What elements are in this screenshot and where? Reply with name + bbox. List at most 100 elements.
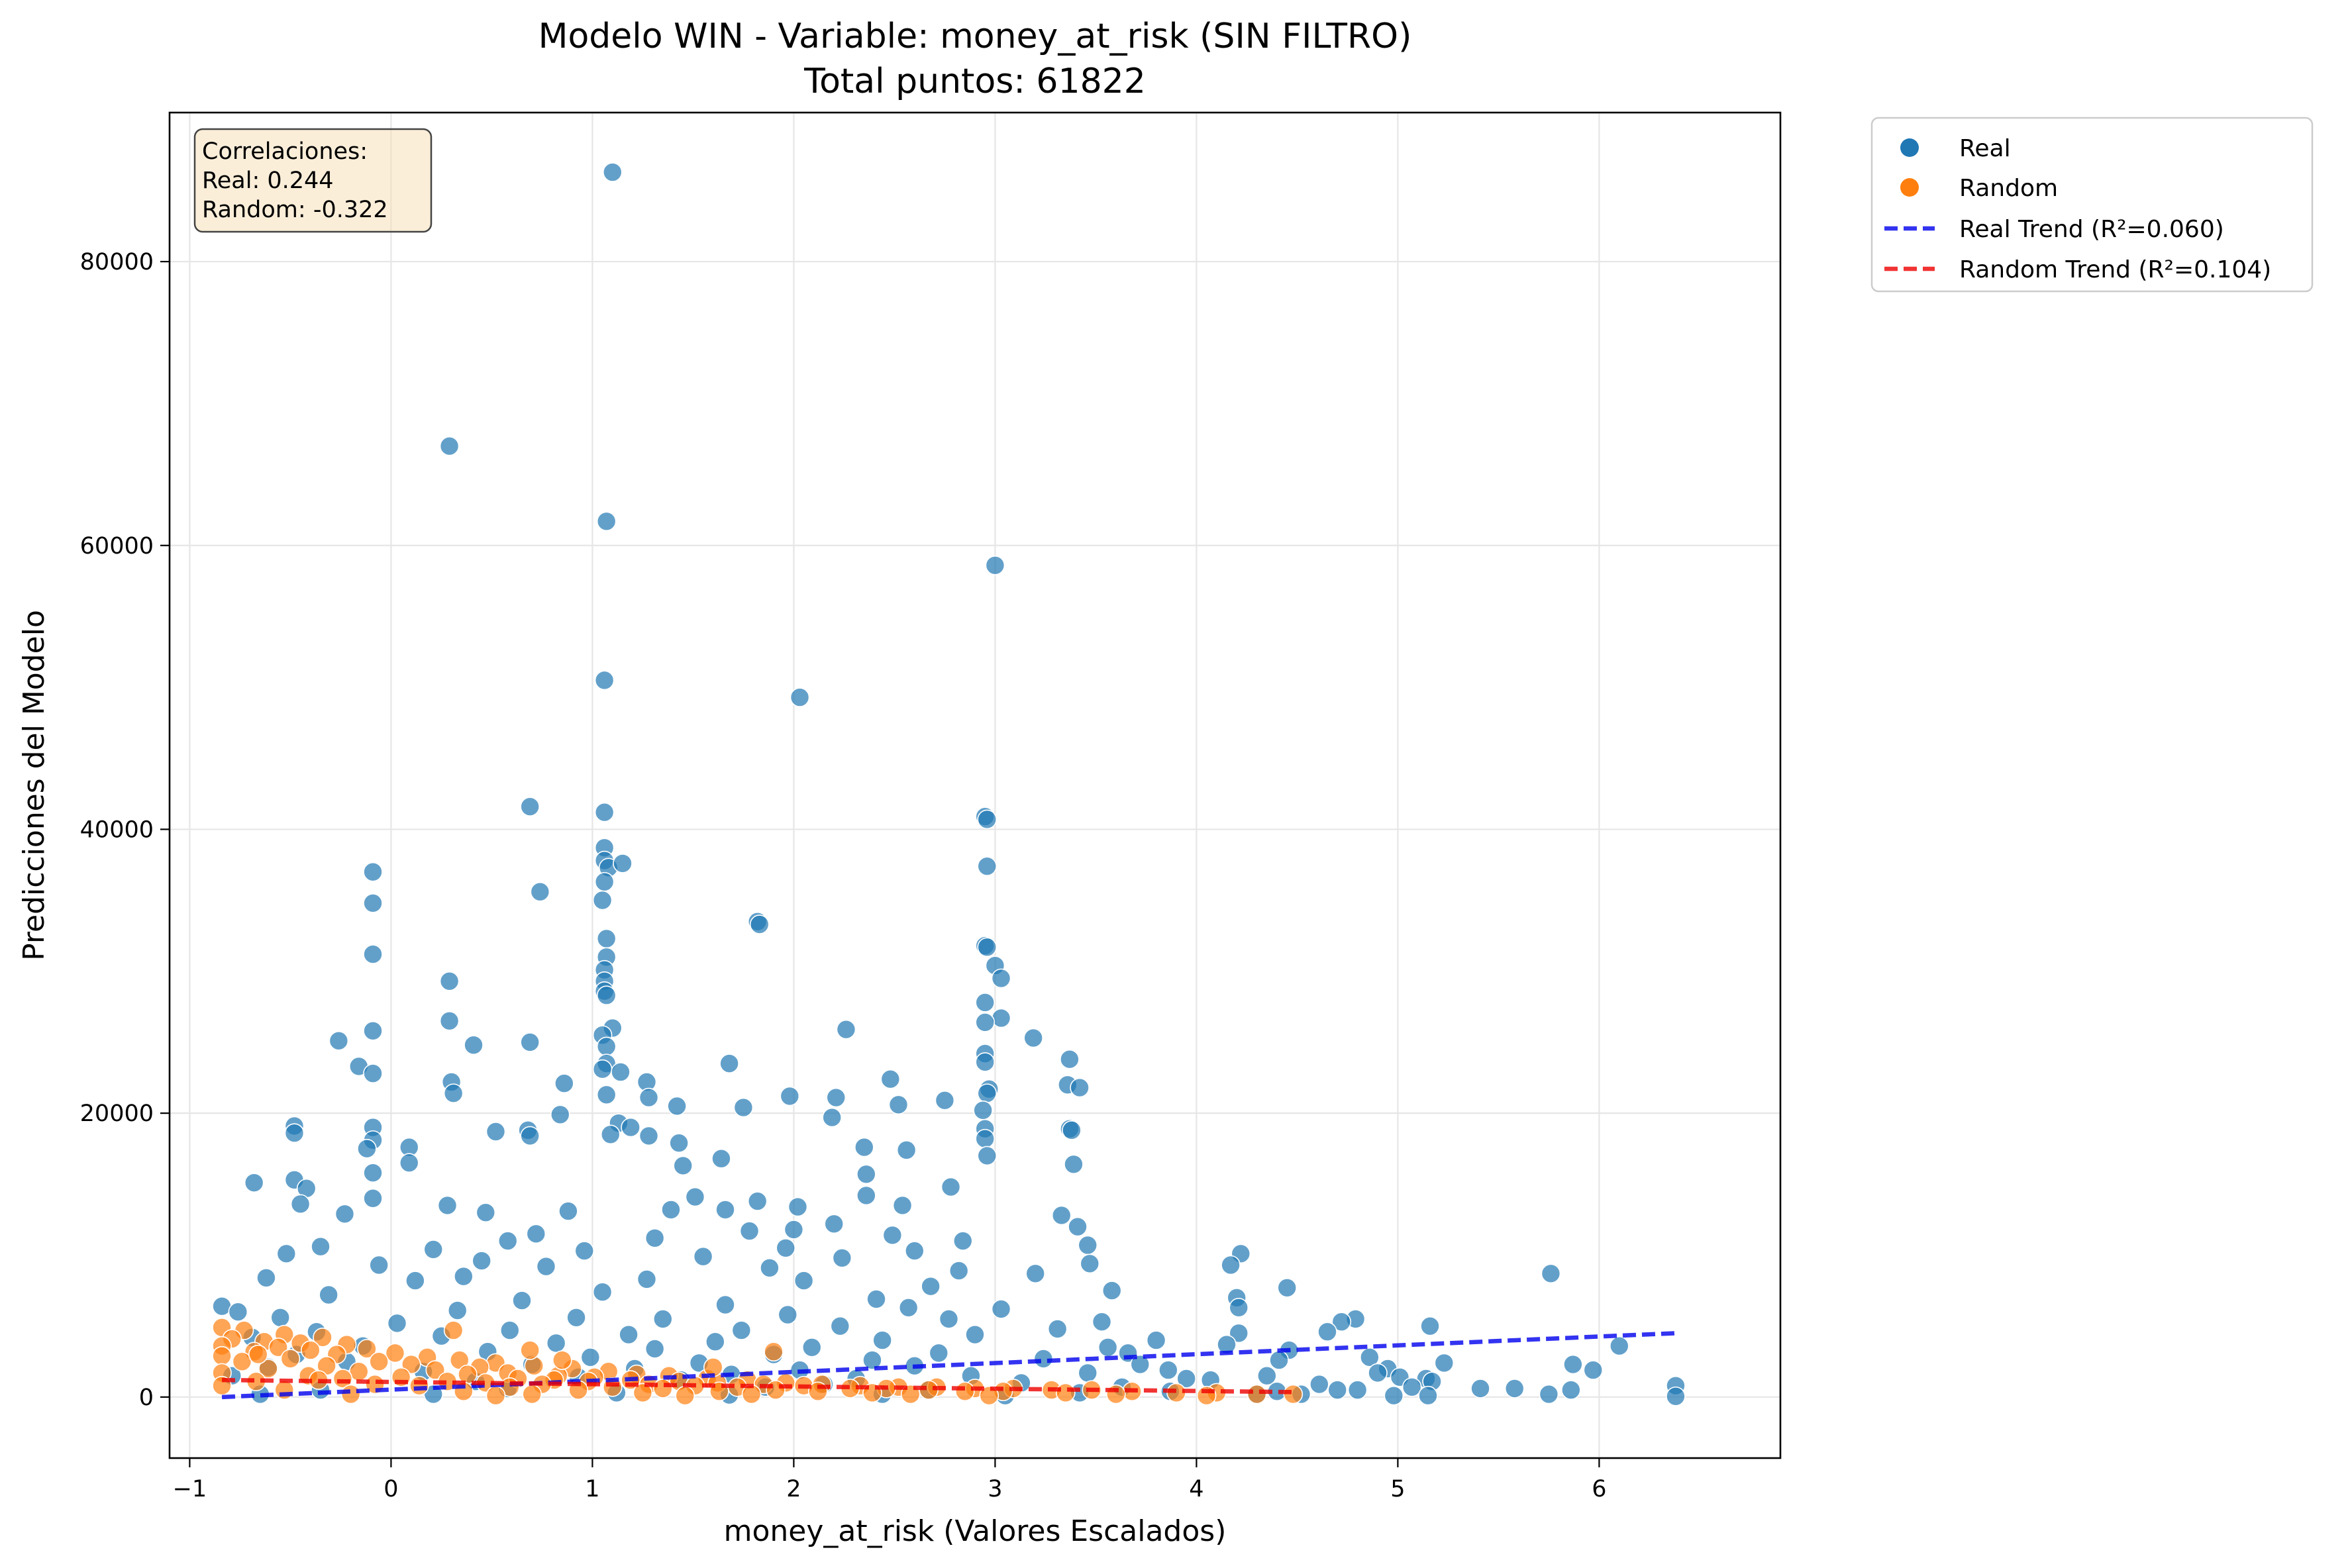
real-point (1025, 1263, 1045, 1284)
real-point (975, 1128, 995, 1149)
random-point (979, 1385, 999, 1406)
real-point (1309, 1374, 1329, 1395)
real-point (1257, 1365, 1277, 1386)
random-point (409, 1375, 429, 1396)
real-point (793, 1271, 814, 1291)
real-point (1327, 1380, 1347, 1400)
real-point (1078, 1363, 1098, 1383)
x-tick-label: 2 (786, 1476, 801, 1502)
real-point (1610, 1336, 1629, 1356)
real-point (1176, 1369, 1196, 1389)
correlation-random: Random: -0.322 (202, 197, 388, 223)
real-point (554, 1073, 574, 1093)
real-point (499, 1320, 520, 1340)
y-tick-label: 60000 (80, 533, 154, 560)
legend-label-random: Random (1959, 175, 2058, 202)
real-point (644, 1339, 665, 1359)
real-point (952, 1231, 973, 1251)
real-point (476, 1202, 496, 1222)
x-tick-label: 3 (988, 1476, 1002, 1502)
legend-marker-random (1900, 178, 1919, 197)
real-point (719, 1054, 739, 1073)
real-point (977, 1146, 997, 1166)
real-point (594, 802, 615, 822)
real-point (600, 1124, 621, 1145)
real-point (512, 1291, 532, 1310)
real-point (637, 1269, 657, 1289)
real-point (363, 1063, 383, 1083)
real-point (357, 1138, 377, 1159)
real-point (1068, 1216, 1088, 1237)
real-point (613, 854, 633, 873)
random-point (552, 1350, 572, 1370)
real-point (896, 1140, 917, 1160)
real-point (1080, 1253, 1100, 1274)
real-point (423, 1240, 444, 1259)
real-point (1470, 1379, 1490, 1398)
real-point (439, 1011, 460, 1031)
x-tick-label: −1 (173, 1476, 207, 1502)
real-point (1023, 1028, 1043, 1048)
real-point (439, 971, 460, 991)
real-point (948, 1261, 969, 1281)
real-point (454, 1266, 474, 1287)
random-point (258, 1359, 278, 1379)
real-point (872, 1330, 892, 1350)
real-point (319, 1285, 338, 1305)
real-point (574, 1241, 595, 1261)
real-point (824, 1214, 844, 1234)
real-point (1221, 1255, 1241, 1275)
real-point (270, 1307, 291, 1328)
real-point (596, 985, 617, 1006)
real-point (1561, 1380, 1581, 1400)
real-point (661, 1200, 681, 1220)
real-point (1269, 1350, 1289, 1370)
real-point (977, 809, 997, 830)
real-point (652, 1309, 673, 1329)
real-point (437, 1195, 458, 1216)
real-point (1317, 1322, 1337, 1342)
random-point (443, 1320, 464, 1340)
real-point (1098, 1338, 1118, 1357)
real-point (790, 687, 810, 707)
real-point (1092, 1312, 1112, 1332)
real-point (592, 890, 613, 910)
real-point (619, 1324, 639, 1345)
real-point (739, 1221, 760, 1241)
real-point (520, 1126, 540, 1146)
real-point (592, 1059, 613, 1079)
real-point (566, 1307, 586, 1328)
real-point (596, 928, 617, 949)
real-point (363, 1188, 383, 1208)
real-point (276, 1244, 297, 1264)
real-point (1229, 1297, 1249, 1318)
random-point (300, 1340, 321, 1360)
real-point (941, 1177, 961, 1197)
real-point (898, 1297, 919, 1318)
legend-frame (1870, 117, 2314, 293)
real-point (1347, 1380, 1368, 1400)
real-point (1070, 1077, 1090, 1098)
y-tick-label: 0 (139, 1385, 154, 1411)
real-point (866, 1289, 886, 1309)
real-point (1504, 1379, 1525, 1398)
real-point (991, 1008, 1011, 1028)
chart-subtitle: Total puntos: 61822 (803, 62, 1146, 101)
real-point (1051, 1205, 1072, 1226)
real-point (399, 1153, 419, 1173)
real-point (832, 1248, 852, 1268)
real-point (1563, 1354, 1583, 1375)
random-point (652, 1379, 673, 1398)
real-point (546, 1333, 566, 1353)
random-point (357, 1339, 377, 1359)
correlation-box-background (193, 128, 433, 233)
real-point (715, 1295, 735, 1315)
real-point (1583, 1360, 1604, 1380)
random-point (232, 1351, 252, 1372)
random-point (1247, 1384, 1267, 1404)
real-point (830, 1316, 850, 1336)
real-point (596, 1085, 617, 1105)
real-point (788, 1197, 808, 1217)
real-point (443, 1083, 464, 1103)
real-point (826, 1087, 846, 1108)
